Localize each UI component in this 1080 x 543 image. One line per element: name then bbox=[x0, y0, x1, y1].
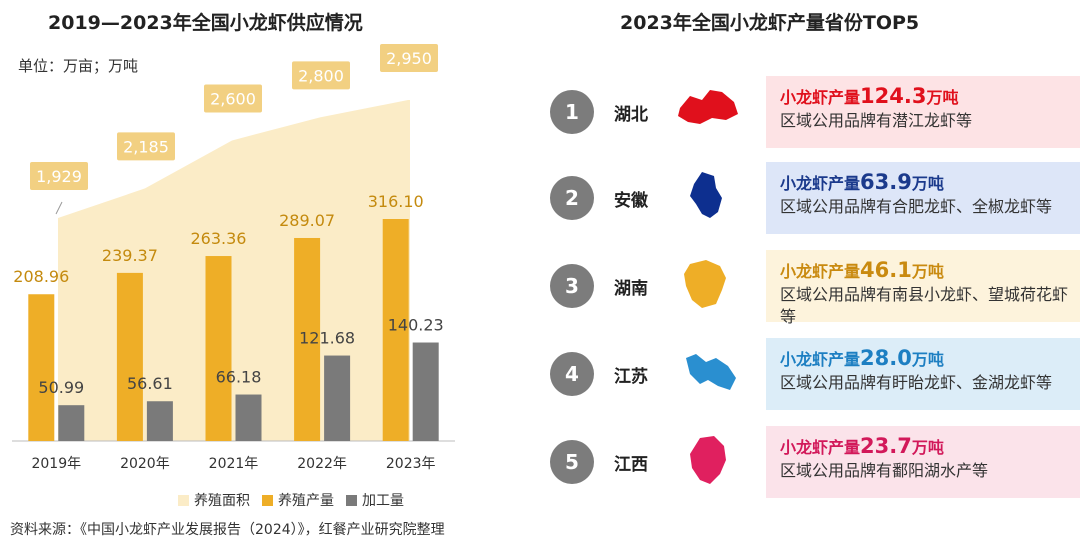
regional-brands: 区域公用品牌有南县小龙虾、望城荷花虾等 bbox=[780, 285, 1069, 326]
regional-brands: 区域公用品牌有合肥龙虾、全椒龙虾等 bbox=[780, 197, 1053, 216]
province-name: 江西 bbox=[614, 455, 648, 475]
area-value-box bbox=[30, 162, 88, 191]
province-map-icon bbox=[690, 172, 722, 218]
production-amount: 小龙虾产量28.0万吨 bbox=[780, 346, 944, 370]
legend-item-processing: 加工量 bbox=[346, 490, 404, 510]
regional-brands: 区域公用品牌有盱眙龙虾、金湖龙虾等 bbox=[780, 373, 1053, 392]
legend-swatch-processing bbox=[346, 494, 357, 506]
bar-output bbox=[382, 219, 409, 441]
bar-processing bbox=[324, 355, 351, 441]
rank-row: 5 江西 小龙虾产量23.7万吨 区域公用品牌有鄱阳湖水产等 bbox=[550, 422, 1080, 502]
legend-label-area: 养殖面积 bbox=[194, 493, 250, 509]
bar-processing bbox=[146, 401, 173, 441]
province-map-icon bbox=[684, 260, 726, 308]
area-value-box bbox=[204, 84, 262, 113]
bar-output-label: 316.10 bbox=[368, 192, 424, 211]
province-name: 江苏 bbox=[614, 367, 648, 387]
province-name: 安徽 bbox=[614, 191, 648, 211]
x-tick-label: 2021年 bbox=[209, 456, 259, 472]
production-amount: 小龙虾产量63.9万吨 bbox=[780, 170, 944, 194]
x-tick-label: 2022年 bbox=[297, 456, 347, 472]
bar-processing bbox=[235, 394, 262, 441]
rank-number: 3 bbox=[550, 264, 594, 308]
bar-processing-label: 140.23 bbox=[388, 316, 444, 335]
legend-label-output: 养殖产量 bbox=[278, 493, 334, 509]
rank-number: 2 bbox=[550, 176, 594, 220]
area-value-label: 2,800 bbox=[298, 66, 344, 85]
area-value-label: 1,929 bbox=[36, 167, 82, 186]
left-chart-title: 2019—2023年全国小龙虾供应情况 bbox=[48, 12, 363, 34]
bar-processing-label: 50.99 bbox=[38, 378, 84, 397]
production-info-box: 小龙虾产量28.0万吨 区域公用品牌有盱眙龙虾、金湖龙虾等 bbox=[766, 338, 1080, 410]
rank-number: 1 bbox=[550, 90, 594, 134]
province-map-icon bbox=[678, 90, 738, 124]
production-info-box: 小龙虾产量46.1万吨 区域公用品牌有南县小龙虾、望城荷花虾等 bbox=[766, 250, 1080, 326]
bar-output bbox=[294, 237, 321, 441]
production-info-box: 小龙虾产量124.3万吨 区域公用品牌有潜江龙虾等 bbox=[766, 76, 1080, 148]
area-label-leader bbox=[55, 201, 63, 215]
legend-item-output: 养殖产量 bbox=[262, 490, 334, 510]
legend-label-processing: 加工量 bbox=[362, 493, 404, 509]
area-value-box bbox=[292, 61, 350, 90]
production-amount: 小龙虾产量46.1万吨 bbox=[780, 258, 944, 282]
area-value-label: 2,185 bbox=[123, 137, 169, 156]
bar-processing-label: 121.68 bbox=[299, 329, 355, 348]
bar-processing-label: 56.61 bbox=[127, 374, 173, 393]
bar-output-label: 263.36 bbox=[191, 229, 247, 248]
production-amount: 小龙虾产量23.7万吨 bbox=[780, 434, 944, 458]
bar-processing bbox=[412, 342, 439, 441]
right-panel-title: 2023年全国小龙虾产量省份TOP5 bbox=[620, 12, 920, 34]
rank-row: 1 湖北 小龙虾产量124.3万吨 区域公用品牌有潜江龙虾等 bbox=[550, 72, 1080, 152]
area-series-shape bbox=[58, 100, 410, 441]
province-name: 湖北 bbox=[614, 105, 648, 125]
unit-label: 单位：万亩；万吨 bbox=[18, 57, 139, 75]
area-value-label: 2,600 bbox=[210, 89, 256, 108]
bar-output bbox=[28, 294, 55, 441]
production-info-box: 小龙虾产量23.7万吨 区域公用品牌有鄱阳湖水产等 bbox=[766, 426, 1080, 498]
bar-processing-label: 66.18 bbox=[216, 368, 262, 387]
rank-row: 3 湖南 小龙虾产量46.1万吨 区域公用品牌有南县小龙虾、望城荷花虾等 bbox=[550, 246, 1080, 326]
production-info-box: 小龙虾产量63.9万吨 区域公用品牌有合肥龙虾、全椒龙虾等 bbox=[766, 162, 1080, 234]
regional-brands: 区域公用品牌有潜江龙虾等 bbox=[780, 111, 973, 130]
bar-output bbox=[116, 272, 143, 441]
bar-processing bbox=[58, 405, 85, 441]
source-note: 资料来源：《中国小龙虾产业发展报告（2024）》，红餐产业研究院整理 bbox=[10, 522, 445, 538]
area-value-label: 2,950 bbox=[386, 49, 432, 68]
area-value-box bbox=[117, 132, 175, 161]
bar-output bbox=[205, 256, 232, 441]
x-tick-label: 2020年 bbox=[120, 456, 170, 472]
production-amount: 小龙虾产量124.3万吨 bbox=[780, 84, 959, 108]
x-tick-label: 2023年 bbox=[386, 456, 436, 472]
chart-legend: 养殖面积 养殖产量 加工量 bbox=[178, 490, 404, 510]
rank-row: 2 安徽 小龙虾产量63.9万吨 区域公用品牌有合肥龙虾、全椒龙虾等 bbox=[550, 158, 1080, 238]
province-map-icon bbox=[690, 436, 726, 484]
legend-item-area: 养殖面积 bbox=[178, 490, 250, 510]
bar-output-label: 289.07 bbox=[279, 211, 335, 230]
province-name: 湖南 bbox=[614, 279, 648, 299]
bar-output-label: 239.37 bbox=[102, 246, 158, 265]
area-value-box bbox=[380, 44, 438, 72]
legend-swatch-area bbox=[178, 494, 189, 506]
rank-number: 4 bbox=[550, 352, 594, 396]
bar-output-label: 208.96 bbox=[13, 267, 69, 286]
rank-number: 5 bbox=[550, 440, 594, 484]
legend-swatch-output bbox=[262, 494, 273, 506]
rank-row: 4 江苏 小龙虾产量28.0万吨 区域公用品牌有盱眙龙虾、金湖龙虾等 bbox=[550, 334, 1080, 414]
province-map-icon bbox=[686, 354, 736, 390]
regional-brands: 区域公用品牌有鄱阳湖水产等 bbox=[780, 461, 989, 480]
supply-chart: 208.96 50.99 2019年 1,929 239.37 56.61 2020年 2,1… bbox=[12, 44, 455, 472]
x-tick-label: 2019年 bbox=[31, 456, 81, 472]
